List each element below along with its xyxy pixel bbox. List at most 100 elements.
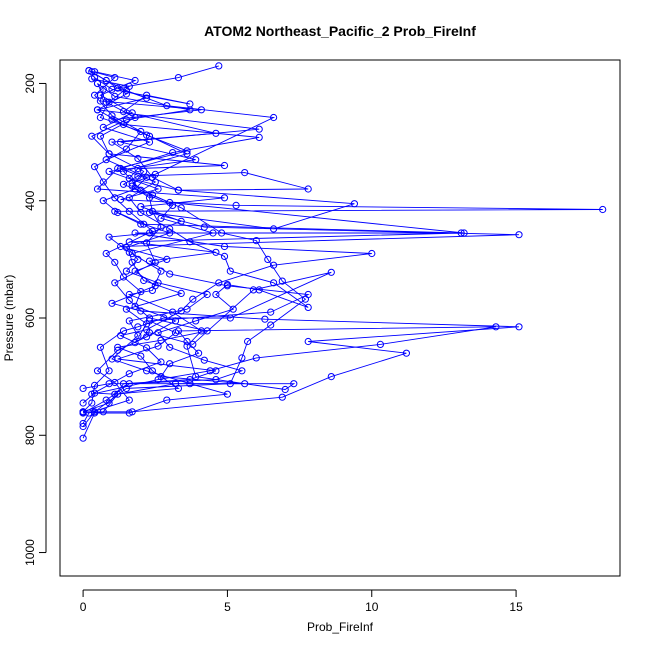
data-point <box>192 317 200 325</box>
data-point <box>238 367 246 375</box>
data-point <box>151 170 159 178</box>
data-point <box>174 74 182 82</box>
data-point <box>111 207 119 215</box>
data-point <box>177 204 185 212</box>
data-point <box>148 207 156 215</box>
data-point <box>252 354 260 362</box>
data-point <box>229 305 237 313</box>
data-point <box>143 320 151 328</box>
data-point <box>515 323 523 331</box>
x-tick-label: 10 <box>365 600 379 614</box>
data-point <box>226 380 234 388</box>
data-point <box>232 201 240 209</box>
data-point <box>163 396 171 404</box>
data-point <box>111 258 119 266</box>
data-point <box>148 191 156 199</box>
data-point <box>99 408 107 416</box>
x-axis-label: Prob_FireInf <box>307 620 374 634</box>
data-point <box>99 85 107 93</box>
data-point <box>125 238 133 246</box>
y-tick-label: 800 <box>23 425 37 445</box>
data-point <box>102 249 110 258</box>
data-point <box>460 229 468 237</box>
data-point <box>151 178 159 186</box>
series-line <box>82 71 603 413</box>
data-point <box>157 267 165 275</box>
data-point <box>186 238 194 246</box>
data-point <box>255 125 263 133</box>
data-point <box>267 308 275 316</box>
data-point <box>91 408 99 416</box>
data-point <box>79 422 87 431</box>
data-point <box>131 229 139 237</box>
data-point <box>125 290 133 299</box>
data-point <box>93 106 102 114</box>
data-point <box>114 346 122 354</box>
x-tick-label: 0 <box>80 600 87 614</box>
data-point <box>137 352 145 360</box>
data-point <box>102 76 110 85</box>
data-point <box>119 327 128 335</box>
data-point <box>91 389 99 397</box>
data-point <box>226 267 234 275</box>
data-point <box>131 302 139 310</box>
data-point <box>105 98 113 106</box>
data-point <box>249 286 257 294</box>
y-axis: 200 400 600 800 1000 <box>23 73 47 566</box>
data-point <box>119 108 128 116</box>
series-2 <box>79 68 607 416</box>
data-point <box>119 120 128 129</box>
data-point <box>143 367 151 375</box>
data-point <box>267 321 275 329</box>
data-point <box>91 163 99 171</box>
series-line <box>82 83 208 404</box>
data-point <box>140 276 148 285</box>
data-point <box>105 167 113 175</box>
data-point <box>212 290 220 299</box>
data-point <box>88 132 96 140</box>
data-point <box>79 409 87 417</box>
data-point <box>140 167 148 175</box>
data-point <box>88 75 96 83</box>
data-point <box>111 74 119 82</box>
data-point <box>278 277 286 285</box>
data-point <box>143 131 151 139</box>
data-point <box>111 194 119 202</box>
data-point <box>143 344 151 352</box>
data-point <box>183 342 191 350</box>
data-point <box>128 408 136 416</box>
data-point <box>93 185 102 193</box>
data-point <box>108 85 116 93</box>
data-point <box>79 384 87 392</box>
x-tick-label: 5 <box>224 600 231 614</box>
y-tick-label: 1000 <box>23 539 37 566</box>
data-point <box>203 327 211 335</box>
data-point <box>154 342 162 350</box>
data-point <box>212 248 220 256</box>
data-point <box>166 343 174 351</box>
data-point <box>154 185 162 193</box>
data-point <box>111 92 119 101</box>
data-point <box>122 384 131 392</box>
data-point <box>128 249 136 258</box>
data-point <box>143 94 151 102</box>
data-point <box>105 233 113 241</box>
data-point <box>137 203 145 211</box>
data-point <box>241 169 249 177</box>
data-point <box>192 156 200 164</box>
series-4 <box>79 67 500 417</box>
data-point <box>166 360 174 368</box>
data-point <box>270 279 278 287</box>
y-tick-label: 600 <box>23 308 37 328</box>
data-point <box>200 356 208 364</box>
data-point <box>105 150 113 158</box>
data-point <box>131 339 139 347</box>
data-point <box>102 396 110 404</box>
data-point <box>327 373 335 381</box>
data-point <box>515 231 523 239</box>
data-point <box>301 295 309 303</box>
data-point <box>189 295 197 303</box>
data-point <box>108 138 116 146</box>
